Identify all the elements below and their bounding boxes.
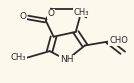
Text: NH: NH [60, 55, 73, 64]
Text: CH₃: CH₃ [11, 53, 26, 62]
Text: CHO: CHO [109, 36, 128, 45]
Text: O: O [47, 9, 55, 18]
Text: O: O [19, 12, 26, 21]
Text: CH₃: CH₃ [73, 8, 89, 17]
